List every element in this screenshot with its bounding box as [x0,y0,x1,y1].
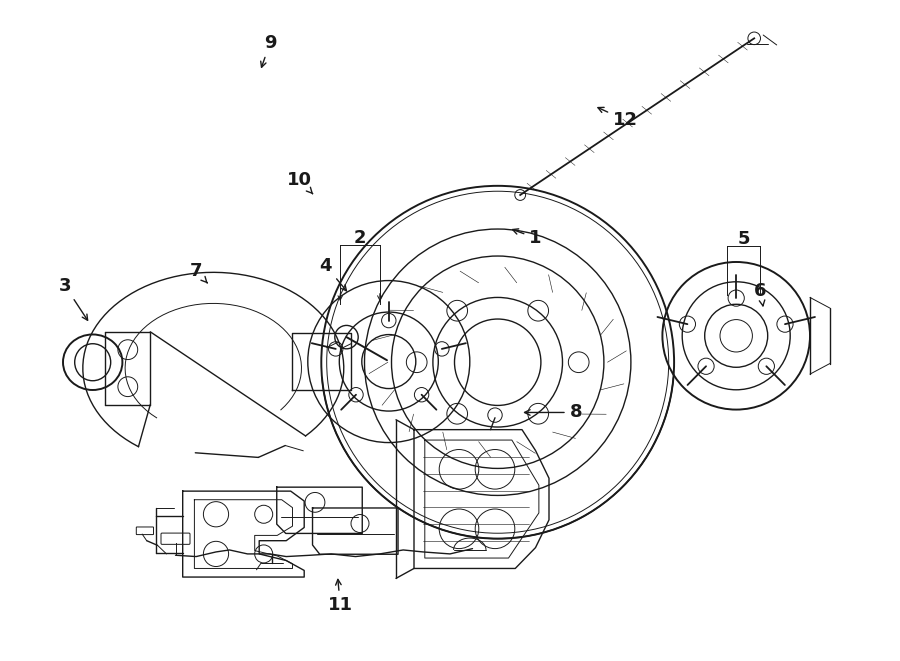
Text: 5: 5 [737,230,750,249]
Text: 6: 6 [754,282,767,306]
Text: 2: 2 [354,229,366,247]
Text: 12: 12 [598,107,638,130]
Text: 7: 7 [190,262,207,283]
Text: 11: 11 [328,580,353,614]
Text: 9: 9 [261,34,276,67]
Text: 3: 3 [58,276,87,321]
Text: 4: 4 [320,256,346,291]
Text: 10: 10 [287,171,312,194]
Text: 8: 8 [525,403,582,422]
Text: 1: 1 [513,229,542,247]
